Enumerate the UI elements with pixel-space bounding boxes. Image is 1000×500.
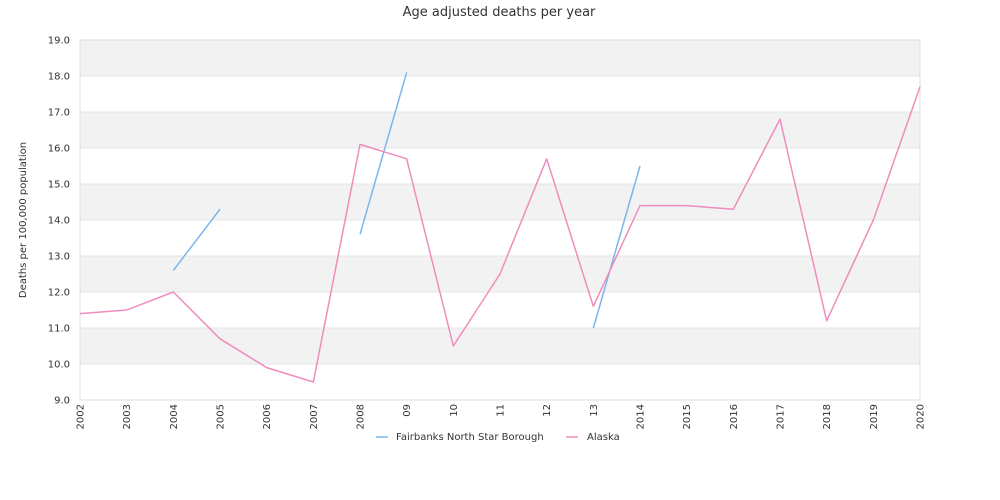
series-line-fairbanks — [359, 72, 408, 235]
y-tick-label: 15.0 — [48, 180, 70, 191]
y-tick-label: 12.0 — [48, 288, 70, 299]
x-tick-label: 10 — [449, 404, 460, 417]
grid-bands — [80, 40, 920, 364]
legend-label: Alaska — [587, 432, 620, 443]
x-tick-label: 2017 — [776, 404, 787, 429]
grid-band — [80, 40, 920, 76]
y-tick-label: 13.0 — [48, 252, 70, 263]
y-tick-label: 17.0 — [48, 108, 70, 119]
x-tick-label: 2006 — [262, 404, 273, 429]
x-tick-label: 2007 — [309, 404, 320, 429]
y-tick-label: 10.0 — [48, 360, 70, 371]
grid-band — [80, 184, 920, 220]
x-tick-label: 2004 — [169, 404, 180, 429]
x-tick-label: 2008 — [356, 404, 367, 429]
x-tick-label: 12 — [542, 404, 553, 417]
y-tick-label: 14.0 — [48, 216, 70, 227]
series-line-fairbanks — [592, 165, 641, 329]
legend-label: Fairbanks North Star Borough — [396, 432, 544, 443]
x-tick-label: 2003 — [122, 404, 133, 429]
y-axis-ticks: 9.0 10.0 11.0 12.0 13.0 14.0 15.0 16.0 17.0 18.0 1… — [48, 36, 70, 407]
chart-title: Age adjusted deaths per year — [403, 5, 596, 20]
y-tick-label: 16.0 — [48, 144, 70, 155]
x-tick-label: 2018 — [822, 404, 833, 429]
series-lines — [79, 72, 921, 383]
x-tick-label: 2020 — [916, 404, 927, 429]
x-axis-ticks: 2002 2003 2004 2005 2006 2007 2008 09 10 11 12 13 20… — [76, 404, 927, 429]
series-line-fairbanks — [172, 208, 221, 271]
x-tick-label: 2016 — [729, 404, 740, 429]
grid-band — [80, 328, 920, 364]
x-tick-label: 13 — [589, 404, 600, 417]
x-tick-label: 2014 — [636, 404, 647, 429]
series-line-alaska — [79, 86, 921, 383]
y-tick-label: 9.0 — [54, 396, 70, 407]
y-tick-label: 11.0 — [48, 324, 70, 335]
grid-band — [80, 112, 920, 148]
y-tick-label: 19.0 — [48, 36, 70, 47]
y-axis-label: Deaths per 100,000 population — [18, 142, 29, 298]
x-tick-label: 2019 — [869, 404, 880, 429]
legend: Fairbanks North Star Borough Alaska — [376, 432, 620, 443]
x-tick-label: 2005 — [216, 404, 227, 429]
plot-area-border — [79, 39, 921, 401]
y-tick-label: 18.0 — [48, 72, 70, 83]
x-tick-label: 09 — [402, 404, 413, 417]
x-tick-label: 11 — [496, 404, 507, 417]
x-tick-label: 2015 — [682, 404, 693, 429]
x-tick-label: 2002 — [76, 404, 87, 429]
